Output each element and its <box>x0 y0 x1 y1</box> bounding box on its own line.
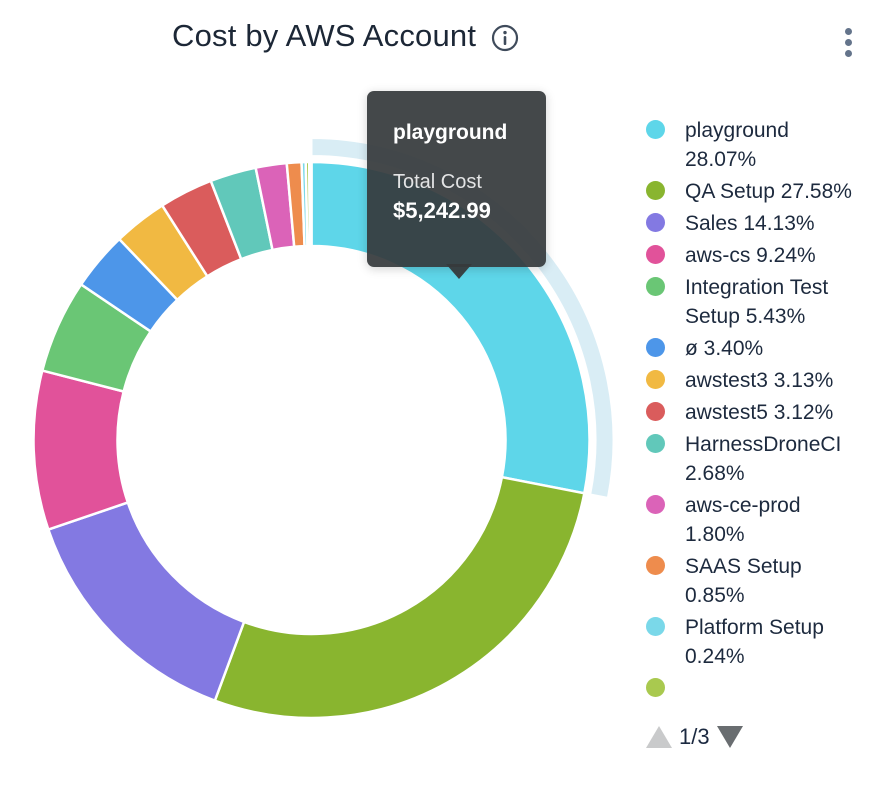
widget-header: Cost by AWS Account <box>172 18 519 54</box>
legend-item-awstest3[interactable]: awstest3 3.13% <box>646 366 861 395</box>
legend-label: Integration Test Setup 5.43% <box>685 276 829 328</box>
legend-dot <box>646 370 665 389</box>
legend-dot <box>646 617 665 636</box>
legend-dot <box>646 495 665 514</box>
legend-label: SAAS Setup 0.85% <box>685 555 802 607</box>
donut-slice-Sales[interactable] <box>46 500 246 703</box>
chart-title: Cost by AWS Account <box>172 18 477 53</box>
legend-label: awstest3 3.13% <box>685 369 834 392</box>
tooltip-caret-icon <box>446 264 472 279</box>
donut-slice-QA Setup[interactable] <box>213 475 586 720</box>
chart-legend: playground 28.07% QA Setup 27.58% Sales 14… <box>646 116 861 718</box>
legend-item-ø[interactable]: ø 3.40% <box>646 334 861 363</box>
legend-dot <box>646 277 665 296</box>
legend-dot <box>646 181 665 200</box>
more-options-menu-icon[interactable] <box>843 26 853 59</box>
legend-item-aws-cs[interactable]: aws-cs 9.24% <box>646 241 861 270</box>
legend-dot <box>646 402 665 421</box>
legend-page-up-icon[interactable] <box>646 726 672 748</box>
chart-tooltip: playground Total Cost $5,242.99 <box>367 91 546 267</box>
legend-dot <box>646 678 665 697</box>
legend-page-down-icon[interactable] <box>716 726 743 748</box>
tooltip-metric-value: $5,242.99 <box>393 198 491 223</box>
legend-item-Sales[interactable]: Sales 14.13% <box>646 209 861 238</box>
legend-dot <box>646 434 665 453</box>
legend-item-playground[interactable]: playground 28.07% <box>646 116 861 174</box>
legend-item-aws-ce-prod[interactable]: aws-ce-prod 1.80% <box>646 491 861 549</box>
legend-dot <box>646 338 665 357</box>
legend-label: playground 28.07% <box>685 119 789 171</box>
tooltip-metric-label: Total Cost <box>393 171 482 193</box>
tooltip-series-name: playground <box>393 121 508 144</box>
info-icon[interactable] <box>491 24 519 52</box>
legend-label: HarnessDroneCI 2.68% <box>685 433 842 485</box>
legend-page-indicator: 1/3 <box>679 724 710 749</box>
legend-dot <box>646 245 665 264</box>
legend-item-partial-12[interactable] <box>646 674 861 697</box>
legend-dot <box>646 213 665 232</box>
legend-item-awstest5[interactable]: awstest5 3.12% <box>646 398 861 427</box>
legend-item-Integration Test Setup[interactable]: Integration Test Setup 5.43% <box>646 273 861 331</box>
legend-label: ø 3.40% <box>685 337 764 360</box>
donut-slice-aws-cs[interactable] <box>32 369 130 532</box>
legend-label: QA Setup 27.58% <box>685 180 852 203</box>
legend-label: aws-ce-prod 1.80% <box>685 494 801 546</box>
donut-slice-other-13[interactable] <box>307 160 313 248</box>
legend-item-HarnessDroneCI[interactable]: HarnessDroneCI 2.68% <box>646 430 861 488</box>
donut-chart <box>32 136 615 720</box>
legend-label: Platform Setup 0.24% <box>685 616 824 668</box>
legend-item-Platform Setup[interactable]: Platform Setup 0.24% <box>646 613 861 671</box>
legend-item-QA Setup[interactable]: QA Setup 27.58% <box>646 177 861 206</box>
legend-item-SAAS Setup[interactable]: SAAS Setup 0.85% <box>646 552 861 610</box>
legend-label: aws-cs 9.24% <box>685 244 816 267</box>
legend-dot <box>646 120 665 139</box>
legend-label: awstest5 3.12% <box>685 401 834 424</box>
legend-dot <box>646 556 665 575</box>
legend-pagination: 1/3 <box>646 724 743 750</box>
legend-label: Sales 14.13% <box>685 212 815 235</box>
